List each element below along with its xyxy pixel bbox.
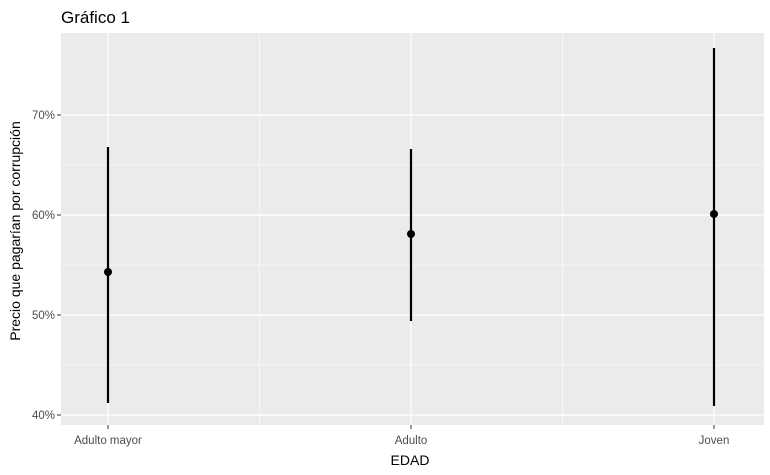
x-tick-label: Adulto bbox=[395, 435, 428, 447]
x-axis: Adulto mayor Adulto Joven bbox=[74, 425, 729, 447]
point-estimate bbox=[710, 210, 718, 218]
point-estimate bbox=[407, 230, 415, 238]
grid-minor bbox=[61, 33, 764, 425]
x-tick-label: Joven bbox=[699, 435, 730, 447]
error-bars bbox=[104, 48, 718, 406]
y-tick-label: 40% bbox=[32, 410, 55, 422]
y-axis: 40% 50% 60% 70% bbox=[32, 110, 61, 422]
point-estimate bbox=[104, 268, 112, 276]
y-tick-label: 70% bbox=[32, 110, 55, 122]
x-tick-label: Adulto mayor bbox=[74, 435, 142, 447]
x-axis-title: EDAD bbox=[391, 452, 430, 468]
y-tick-label: 50% bbox=[32, 310, 55, 322]
plot-panel bbox=[61, 33, 764, 425]
y-axis-title: Precio que pagarían por corrupción bbox=[7, 121, 23, 340]
chart-title: Gráfico 1 bbox=[61, 8, 130, 27]
y-tick-label: 60% bbox=[32, 210, 55, 222]
